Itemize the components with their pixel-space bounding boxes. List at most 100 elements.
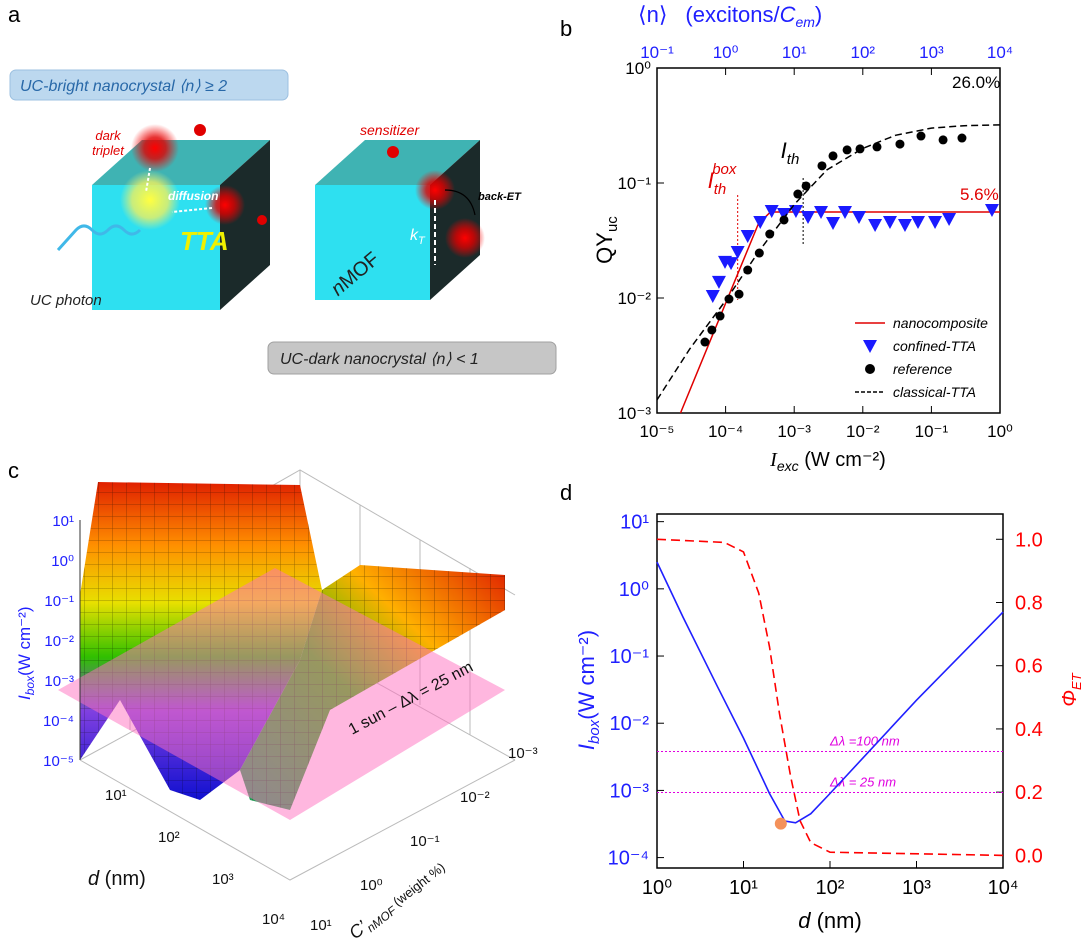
- tick-label: 10⁴: [262, 911, 285, 928]
- marker: [826, 216, 841, 230]
- x-tick-label: 10⁰: [642, 877, 672, 899]
- marker: [872, 142, 882, 152]
- tick-label: 10⁻²: [44, 633, 74, 650]
- threshold-label-part: th: [714, 181, 727, 198]
- tick-label: 10⁻⁴: [43, 713, 74, 730]
- x2-tick-label: 10⁰: [713, 43, 739, 62]
- plot-frame: [656, 513, 1004, 869]
- diagram-label: kT: [410, 227, 426, 247]
- x2-label-part: ⟨n⟩: [638, 2, 667, 27]
- x-tick-label: 10⁻⁵: [640, 422, 675, 441]
- y-tick-label: 10⁻³: [617, 404, 651, 423]
- x-label: Iexc (W cm⁻²): [769, 449, 886, 474]
- tick-label: 10⁻³: [508, 745, 538, 762]
- x-tick-label: 10²: [816, 877, 845, 899]
- diagram-label: diffusion: [168, 189, 218, 203]
- marker: [828, 151, 838, 161]
- bright-label: UC-bright nanocrystal ⟨n⟩ ≥ 2: [20, 78, 227, 95]
- charts: 10⁻⁵ 10⁻⁴ 10⁻³ 10⁻² 10⁻¹ 10⁰ 10⁻¹ 10⁰ 10¹ 10² 10³ 1…: [574, 2, 1084, 933]
- x2-label-part: (excitons/: [685, 2, 780, 27]
- tick-label: 10²: [158, 829, 180, 846]
- y-tick-label: 10⁻¹: [617, 174, 651, 193]
- x2-tick-label: 10⁴: [987, 43, 1013, 62]
- reference-label: Δλ = 25 nm: [829, 775, 896, 790]
- marker: [817, 161, 827, 171]
- series-line: [656, 538, 1004, 857]
- y-label-part: box: [586, 719, 603, 744]
- photon: [56, 224, 142, 252]
- legend-swatch: [863, 340, 877, 353]
- marker: [753, 216, 768, 230]
- x2-label-part: C: [780, 2, 796, 27]
- dark-label: UC-dark nanocrystal ⟨n⟩ < 1: [280, 351, 479, 368]
- arrow: [444, 189, 476, 216]
- reference-label: Δλ =100 nm: [829, 733, 900, 748]
- plot-frame: [656, 67, 1001, 414]
- x2-tick-label: 10⁻¹: [640, 43, 674, 62]
- label-box: [267, 341, 557, 375]
- legend-label: reference: [893, 361, 952, 377]
- tick-label: 10⁻³: [44, 673, 74, 690]
- tick-label: 10⁻²: [460, 789, 490, 806]
- x-tick-label: 10¹: [729, 877, 758, 899]
- marker: [842, 145, 852, 155]
- marker: [928, 216, 943, 230]
- marker: [700, 337, 710, 347]
- panel-label: c: [8, 458, 19, 483]
- tick-label: 10⁻¹: [410, 833, 440, 850]
- panel-label: a: [8, 2, 21, 27]
- triplet: [445, 218, 485, 258]
- panel-c: 1 sun – Δλ = 25 nm 10¹ 10⁰ 10⁻¹ 10⁻² 10⁻…: [15, 469, 538, 943]
- y-label: QYuc: [592, 216, 621, 264]
- cube-side: [220, 140, 270, 310]
- marker: [938, 135, 948, 145]
- c-ticks: 10¹ 10⁰ 10⁻¹ 10⁻² 10⁻³: [310, 745, 538, 934]
- marker: [911, 216, 926, 230]
- y2-tick-label: 0.4: [1015, 719, 1043, 741]
- x2-tick-label: 10³: [919, 43, 944, 62]
- y2-label-part: ET: [1069, 672, 1084, 690]
- marker: [764, 204, 779, 218]
- marker: [740, 230, 755, 244]
- x-label-part: (nm): [810, 908, 861, 933]
- x2-label-part: em: [795, 14, 815, 30]
- series-line: [679, 211, 1000, 414]
- marker: [754, 248, 764, 258]
- marker: [895, 139, 905, 149]
- y-tick-label: 10⁻²: [617, 289, 651, 308]
- tick-label: 10³: [212, 871, 234, 888]
- y2-label-part: Φ: [1059, 690, 1081, 707]
- marker: [793, 189, 803, 199]
- highlight-point: [774, 817, 787, 830]
- triplet: [415, 170, 455, 210]
- x-tick-label: 10⁻¹: [915, 422, 949, 441]
- x-tick-label: 10⁰: [987, 422, 1013, 441]
- y-tick-label: 10⁻¹: [610, 646, 650, 668]
- legend-label: nanocomposite: [893, 315, 988, 331]
- panel-label: d: [560, 480, 572, 505]
- marker: [882, 216, 897, 230]
- marker: [776, 208, 791, 222]
- marker: [942, 213, 957, 227]
- z-label: Ibox(W cm⁻²): [15, 607, 37, 700]
- diagram-label: back-ET: [478, 191, 522, 203]
- marker: [957, 133, 967, 143]
- x-tick-label: 10⁻⁴: [708, 422, 743, 441]
- threshold-label-part: I: [781, 138, 787, 163]
- marker: [724, 294, 734, 304]
- marker: [868, 219, 883, 233]
- marker: [897, 219, 912, 233]
- marker: [814, 205, 829, 219]
- x-tick-label: 10⁻³: [777, 422, 811, 441]
- x2-label: ⟨n⟩ (excitons/Cem): [638, 2, 822, 30]
- marker: [801, 211, 816, 225]
- y-tick-label: 10⁻²: [610, 713, 650, 735]
- threshold-label: Ith: [781, 138, 800, 168]
- tick-label: 10⁰: [360, 877, 383, 894]
- x-tick-label: 10³: [902, 877, 931, 899]
- tick-label: 10¹: [310, 917, 332, 934]
- label-box: [9, 69, 289, 101]
- y2-tick-label: 0.8: [1015, 593, 1043, 615]
- marker: [730, 246, 745, 260]
